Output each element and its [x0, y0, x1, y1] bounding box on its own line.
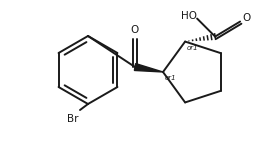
Polygon shape	[134, 64, 163, 72]
Text: or1: or1	[187, 45, 199, 51]
Text: Br: Br	[66, 114, 78, 124]
Text: O: O	[131, 25, 139, 35]
Text: or1: or1	[165, 75, 177, 81]
Text: O: O	[242, 13, 250, 23]
Text: HO: HO	[181, 11, 197, 21]
